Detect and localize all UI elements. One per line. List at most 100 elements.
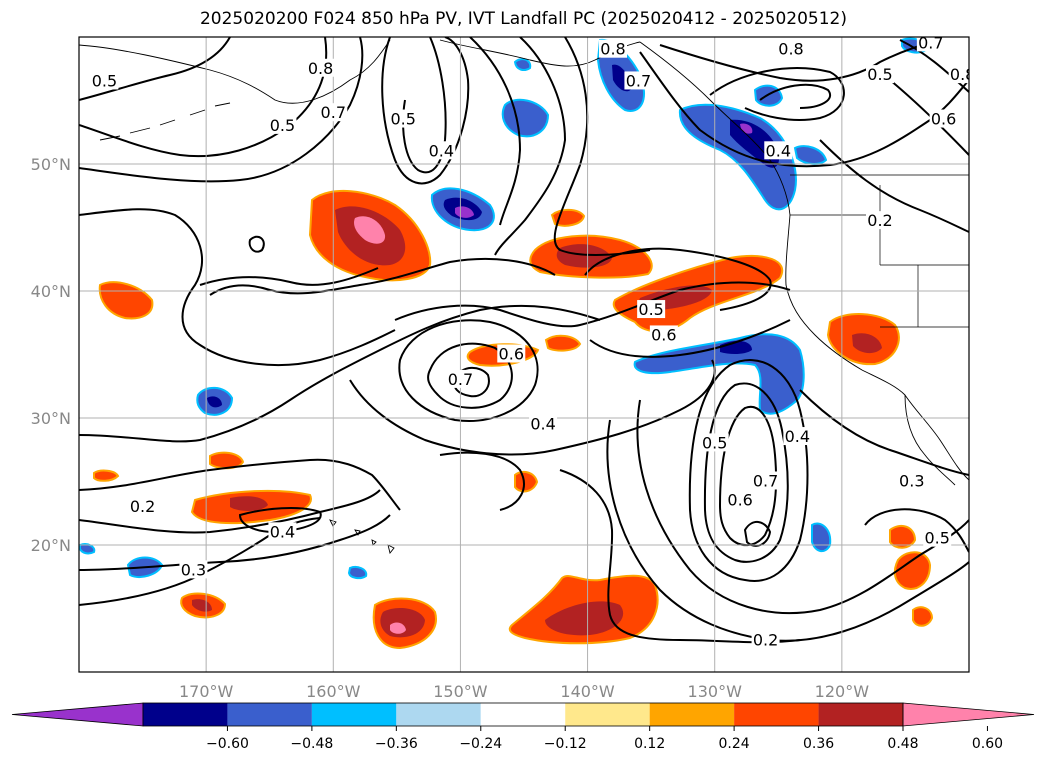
contour-label: 0.5 (924, 529, 949, 548)
colorbar-segment (649, 703, 735, 726)
contour-line (688, 359, 809, 582)
contour-label: 0.7 (626, 71, 651, 90)
latitude-tick-label: 50°N (31, 155, 71, 174)
contour-line (899, 39, 969, 93)
positive-anomaly-core (192, 599, 212, 612)
longitude-tick-label: 150°W (433, 682, 488, 701)
contour-label-bg (923, 528, 952, 547)
colorbar-tick-label: −0.12 (544, 736, 587, 752)
contour-line (819, 139, 969, 233)
colorbar-frame (142, 702, 904, 727)
contour-label-bg (319, 103, 348, 122)
longitude-tick-label: 170°W (179, 682, 234, 701)
baja-california-coast (904, 394, 956, 486)
contour-label-bg (777, 39, 805, 58)
latitude-tick-label: 20°N (31, 536, 71, 555)
colorbar-segment (565, 703, 650, 726)
positive-anomaly-blob (209, 451, 245, 470)
gridlines (79, 37, 969, 672)
contour-line (759, 83, 831, 109)
contour-line (659, 39, 941, 82)
negative-anomaly-core (207, 396, 222, 408)
contour-label-bg (783, 427, 812, 446)
contour-label: 0.4 (530, 414, 555, 433)
british-columbia-coast (639, 41, 791, 216)
contour-line (349, 359, 716, 456)
contour-label: 0.7 (448, 370, 473, 389)
contour-label: 0.6 (931, 110, 956, 129)
contour-label-bg (866, 211, 894, 230)
contour-label-bg (751, 471, 780, 490)
contour-line (589, 319, 791, 358)
negative-anomaly-blob (633, 333, 805, 415)
figure-title: 2025020200 F024 850 hPa PV, IVT Landfall… (199, 9, 847, 29)
negative-anomaly-peak (455, 206, 474, 218)
positive-anomaly-core (852, 333, 882, 354)
contour-label-bg (497, 344, 526, 363)
contour-line (398, 319, 539, 422)
contour-label: 0.5 (390, 110, 415, 129)
longitude-tick-label: 140°W (560, 682, 615, 701)
colorbar-extend-low (11, 702, 144, 727)
contour-label-bg (128, 496, 157, 515)
colorbar-tick-label: −0.36 (375, 736, 418, 752)
contour-label: 0.8 (308, 59, 333, 78)
contour-label-bg (268, 522, 297, 541)
colorbar-segment (227, 703, 312, 726)
contour-label-bg (916, 37, 945, 52)
positive-anomaly-blob (889, 524, 917, 549)
positive-anomaly-peak (390, 622, 406, 634)
contour-label-bg (897, 471, 926, 490)
contour-label-bg (637, 300, 666, 319)
contour-line (636, 399, 969, 614)
colorbar: −0.60 −0.48 −0.36 −0.24 −0.12 0.12 0.24 0.36 0.4… (11, 702, 1035, 752)
colorbar-segment (480, 703, 566, 726)
contour-label-bg (866, 65, 894, 84)
contour-line (709, 67, 845, 121)
contour-line (553, 37, 651, 256)
contour-line (79, 37, 364, 183)
contour-line (199, 267, 379, 286)
map-area: 0.50.80.70.5 0.50.40.80.70.8 0.70.5 0.80.60… (79, 33, 969, 672)
contour-label-bg (700, 433, 729, 452)
contour-line (79, 37, 231, 101)
contour-label: 0.4 (429, 141, 454, 160)
contour-label: 0.6 (499, 345, 524, 364)
contour-line (584, 247, 772, 311)
contour-label: 0.4 (766, 141, 791, 160)
contour-line (469, 37, 522, 226)
contour-line (703, 382, 789, 563)
contour-label-bg (929, 109, 958, 128)
contour-line (427, 342, 513, 409)
contour-line (453, 366, 490, 398)
contour-label-bg (179, 560, 208, 579)
contour-label-bg (446, 369, 475, 388)
contour-label: 0.5 (638, 300, 663, 319)
contour-line (79, 458, 401, 511)
map-frame (78, 36, 970, 673)
contour-label: 0.6 (727, 491, 752, 510)
contour-label: 0.5 (702, 433, 727, 452)
colorbar-tick-label: 0.36 (803, 736, 834, 752)
contour-line (79, 489, 381, 534)
colorbar-segment (734, 703, 819, 726)
contour-label-bg (649, 325, 678, 344)
contour-label-bg (599, 39, 627, 58)
longitude-tick-label: 120°W (815, 682, 870, 701)
colorbar-tick-label: −0.24 (459, 736, 502, 752)
latitude-tick-label: 40°N (31, 282, 71, 301)
colorbar-tick-label: 0.60 (972, 736, 1003, 752)
contour-labels: 0.50.80.70.5 0.50.40.80.70.8 0.70.5 0.80.60… (90, 33, 969, 649)
contour-line (439, 451, 525, 511)
contour-line (79, 514, 391, 571)
alaska-coast (79, 39, 391, 104)
colorbar-segment (396, 703, 481, 726)
positive-anomaly-core (556, 244, 612, 268)
longitude-tick-label: 160°W (306, 682, 361, 701)
contour-label: 0.4 (270, 522, 295, 541)
negative-anomaly-blob (513, 58, 532, 71)
contour-label: 0.4 (785, 427, 810, 446)
contour-label: 0.7 (918, 33, 943, 52)
contour-label-bg (726, 490, 755, 509)
contour-label: 0.2 (130, 497, 155, 516)
